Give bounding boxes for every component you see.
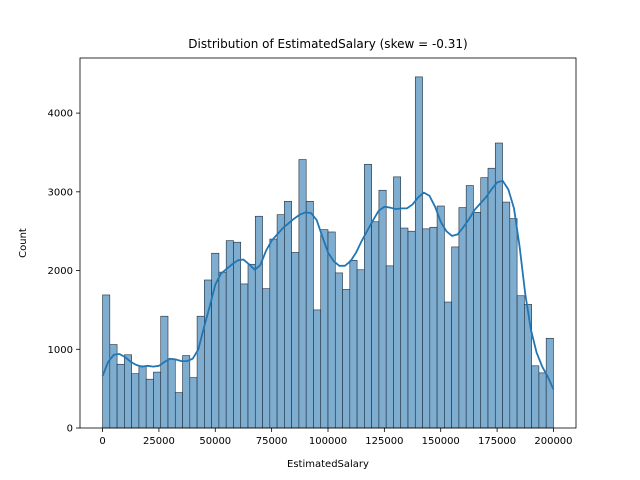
histogram-bar bbox=[334, 272, 343, 429]
histogram-bar bbox=[422, 228, 431, 429]
histogram-bar bbox=[189, 377, 198, 429]
x-axis-label: EstimatedSalary bbox=[287, 459, 369, 470]
histogram-bar bbox=[262, 288, 271, 429]
histogram-bar bbox=[276, 214, 285, 429]
histogram-bar bbox=[254, 215, 263, 429]
histogram-bar bbox=[247, 263, 256, 429]
histogram-bar bbox=[385, 265, 394, 429]
histogram-bar bbox=[124, 354, 132, 429]
histogram-bar bbox=[451, 246, 460, 429]
histogram-bar bbox=[160, 315, 169, 429]
histogram-bar bbox=[356, 269, 365, 429]
histogram-bar bbox=[458, 207, 467, 429]
chart-title: Distribution of EstimatedSalary (skew = … bbox=[188, 37, 467, 51]
histogram-bar bbox=[400, 227, 409, 429]
histogram-bar bbox=[291, 252, 300, 429]
histogram-bar bbox=[218, 271, 227, 429]
histogram-bar bbox=[378, 189, 387, 429]
histogram-bar bbox=[538, 372, 547, 429]
histogram-bar bbox=[494, 142, 503, 429]
histogram-bar bbox=[313, 309, 322, 429]
histogram-bar bbox=[429, 226, 438, 429]
histogram-bar bbox=[269, 238, 278, 429]
histogram-bar bbox=[284, 200, 292, 429]
histogram-bar bbox=[414, 76, 423, 429]
histogram-bar bbox=[349, 260, 358, 429]
x-tick-label: 200000 bbox=[534, 436, 572, 447]
histogram-bar bbox=[174, 392, 183, 429]
histogram-bar bbox=[502, 201, 511, 429]
histogram-bar bbox=[407, 230, 416, 429]
x-tick-label: 75000 bbox=[256, 436, 288, 447]
x-tick-label: 150000 bbox=[422, 436, 460, 447]
y-tick-label: 2000 bbox=[48, 266, 73, 277]
x-tick-label: 175000 bbox=[478, 436, 516, 447]
y-tick-label: 0 bbox=[67, 424, 73, 435]
histogram-bar bbox=[182, 355, 191, 429]
kde-curve bbox=[101, 179, 555, 390]
histogram-bars bbox=[102, 76, 554, 429]
x-axis-ticks: 0 25000 50000 75000 100000 125000 150000 175000… bbox=[99, 428, 573, 447]
histogram-bar bbox=[364, 163, 372, 429]
histogram-bar bbox=[531, 365, 540, 429]
x-tick-label: 50000 bbox=[199, 436, 231, 447]
y-tick-label: 4000 bbox=[48, 109, 73, 120]
histogram-bar bbox=[320, 229, 329, 429]
histogram-bar bbox=[516, 295, 525, 429]
x-tick-label: 0 bbox=[99, 436, 105, 447]
y-tick-label: 3000 bbox=[48, 187, 73, 198]
histogram-bar bbox=[393, 176, 402, 429]
histogram-bar bbox=[131, 373, 140, 429]
histogram-bar bbox=[473, 211, 482, 429]
histogram-bar bbox=[145, 378, 154, 429]
histogram-bar bbox=[305, 200, 314, 429]
x-tick-label: 100000 bbox=[309, 436, 347, 447]
x-tick-label: 25000 bbox=[143, 436, 175, 447]
histogram-bar bbox=[153, 371, 162, 429]
histogram-bar bbox=[436, 205, 445, 429]
histogram-bar bbox=[480, 177, 489, 429]
histogram-bar bbox=[167, 358, 176, 429]
histogram-bar bbox=[444, 301, 452, 429]
y-axis-ticks: 0 1000 2000 3000 4000 bbox=[48, 109, 80, 435]
histogram-bar bbox=[342, 289, 351, 429]
x-tick-label: 125000 bbox=[365, 436, 403, 447]
y-tick-label: 1000 bbox=[48, 345, 73, 356]
y-axis-label: Count bbox=[18, 228, 29, 258]
histogram-bar bbox=[233, 241, 242, 429]
histogram-bar bbox=[116, 363, 125, 429]
histogram-bar bbox=[138, 365, 147, 429]
histogram-bar bbox=[240, 283, 249, 429]
histogram-bar bbox=[298, 159, 307, 429]
histogram-bar bbox=[487, 167, 496, 429]
histogram-bar bbox=[371, 221, 380, 429]
histogram-bar bbox=[509, 218, 518, 429]
